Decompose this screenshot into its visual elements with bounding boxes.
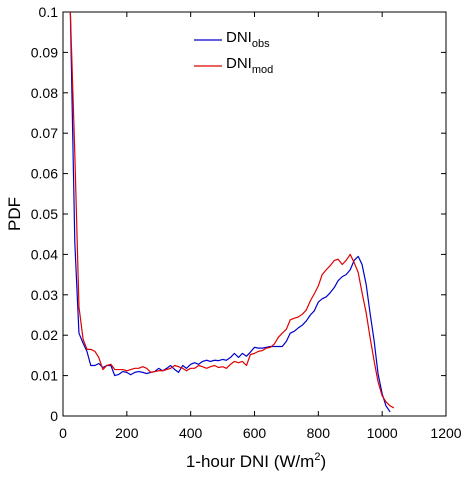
y-axis: 0 0.01 0.02 0.03 0.04 0.05 0.06 0.07 0.08 0.09 0.1 (31, 4, 446, 424)
y-tick-label: 0.04 (31, 246, 58, 262)
y-tick-label: 0.02 (31, 327, 58, 343)
y-axis-title: PDF (5, 197, 24, 231)
x-axis-title-text: 1-hour DNI (W/m (186, 452, 314, 471)
y-tick-label: 0.01 (31, 368, 58, 384)
plot-frame (62, 11, 447, 417)
series-line-obs (69, 12, 391, 413)
series-line-mod (69, 12, 395, 409)
y-tick-label: 0 (50, 408, 58, 424)
legend-label-mod: DNImod (226, 55, 273, 76)
x-axis: 0 200 400 600 800 1000 1200 (59, 12, 462, 441)
x-tick-label: 400 (179, 425, 203, 441)
y-tick-label: 0.1 (39, 4, 59, 20)
x-tick-label: 600 (243, 425, 267, 441)
y-tick-label: 0.06 (31, 166, 58, 182)
x-tick-label: 800 (307, 425, 331, 441)
x-axis-title-superscript: 2 (314, 451, 320, 463)
y-tick-label: 0.08 (31, 85, 58, 101)
plot-area (62, 11, 447, 417)
y-tick-label: 0.09 (31, 44, 58, 60)
y-tick-label: 0.07 (31, 125, 58, 141)
y-tick-label: 0.05 (31, 206, 58, 222)
x-axis-title: 1-hour DNI (W/m2) (186, 451, 326, 471)
legend: DNIobs DNImod (194, 29, 273, 76)
y-tick-label: 0.03 (31, 287, 58, 303)
x-tick-label: 1000 (367, 425, 398, 441)
series-group (69, 12, 395, 413)
x-tick-label: 1200 (430, 425, 461, 441)
x-tick-label: 200 (115, 425, 139, 441)
legend-label-obs: DNIobs (226, 29, 270, 50)
x-tick-label: 0 (59, 425, 67, 441)
x-axis-title-suffix: ) (320, 452, 326, 471)
